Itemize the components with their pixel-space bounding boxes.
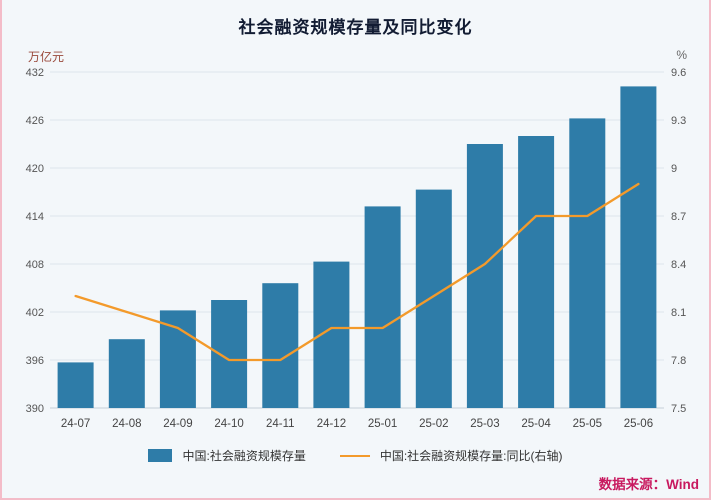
chart-plot: 390 7.5 396 7.8 402 8.1 408 8.4 414 8.7 420 9 426 9.3… [26, 67, 687, 430]
bar [569, 118, 606, 409]
x-axis-label: 25-01 [368, 418, 397, 430]
right-axis-tick: 8.4 [671, 259, 686, 271]
right-axis-unit: % [676, 48, 687, 62]
right-axis-tick: 9.3 [671, 115, 686, 127]
legend: 中国:社会融资规模存量 中国:社会融资规模存量:同比(右轴) [2, 447, 709, 464]
right-axis-tick: 7.8 [671, 355, 686, 367]
x-axis-label: 25-02 [419, 418, 448, 430]
bar [466, 144, 503, 408]
x-axis-label: 24-10 [214, 418, 243, 430]
left-axis-tick: 408 [26, 259, 44, 271]
left-axis-tick: 426 [26, 115, 44, 127]
x-axis-label: 24-11 [266, 418, 295, 430]
bar [57, 362, 94, 408]
left-axis-tick: 414 [26, 211, 44, 223]
x-axis-label: 24-09 [163, 418, 192, 430]
right-axis-tick: 8.7 [671, 211, 686, 223]
bar [620, 86, 657, 409]
left-axis-unit: 万亿元 [28, 50, 65, 64]
bar-legend-label: 中国:社会融资规模存量 [182, 449, 306, 463]
x-axis-label: 25-06 [624, 418, 653, 430]
right-axis-tick: 8.1 [671, 307, 686, 319]
bar [159, 310, 196, 408]
bar [108, 339, 145, 408]
bar [211, 300, 248, 408]
left-axis-tick: 420 [26, 163, 44, 175]
x-axis-label: 25-05 [573, 418, 602, 430]
yoy-line [74, 182, 640, 362]
right-axis-tick: 9.6 [671, 67, 686, 79]
left-axis-tick: 432 [26, 67, 44, 79]
data-source: 数据来源：Wind [598, 477, 699, 492]
line-legend-label: 中国:社会融资规模存量:同比(右轴) [379, 449, 563, 463]
bar [518, 136, 555, 408]
chart-title: 社会融资规模存量及同比变化 [238, 18, 473, 37]
right-axis-tick: 7.5 [671, 403, 686, 415]
x-axis-label: 25-04 [521, 418, 551, 430]
left-axis-tick: 396 [26, 355, 44, 367]
x-axis-label: 24-07 [61, 418, 90, 430]
bar-legend-swatch [148, 449, 173, 462]
line-legend-swatch [339, 454, 370, 457]
bar [364, 206, 401, 408]
x-axis-label: 25-03 [470, 418, 499, 430]
bar [262, 283, 299, 408]
left-axis-tick: 390 [26, 403, 44, 415]
bar [415, 189, 452, 408]
x-axis-label: 24-12 [317, 418, 346, 430]
x-axis-label: 24-08 [112, 418, 141, 430]
right-axis-tick: 9 [671, 163, 677, 175]
left-axis-tick: 402 [26, 307, 44, 319]
